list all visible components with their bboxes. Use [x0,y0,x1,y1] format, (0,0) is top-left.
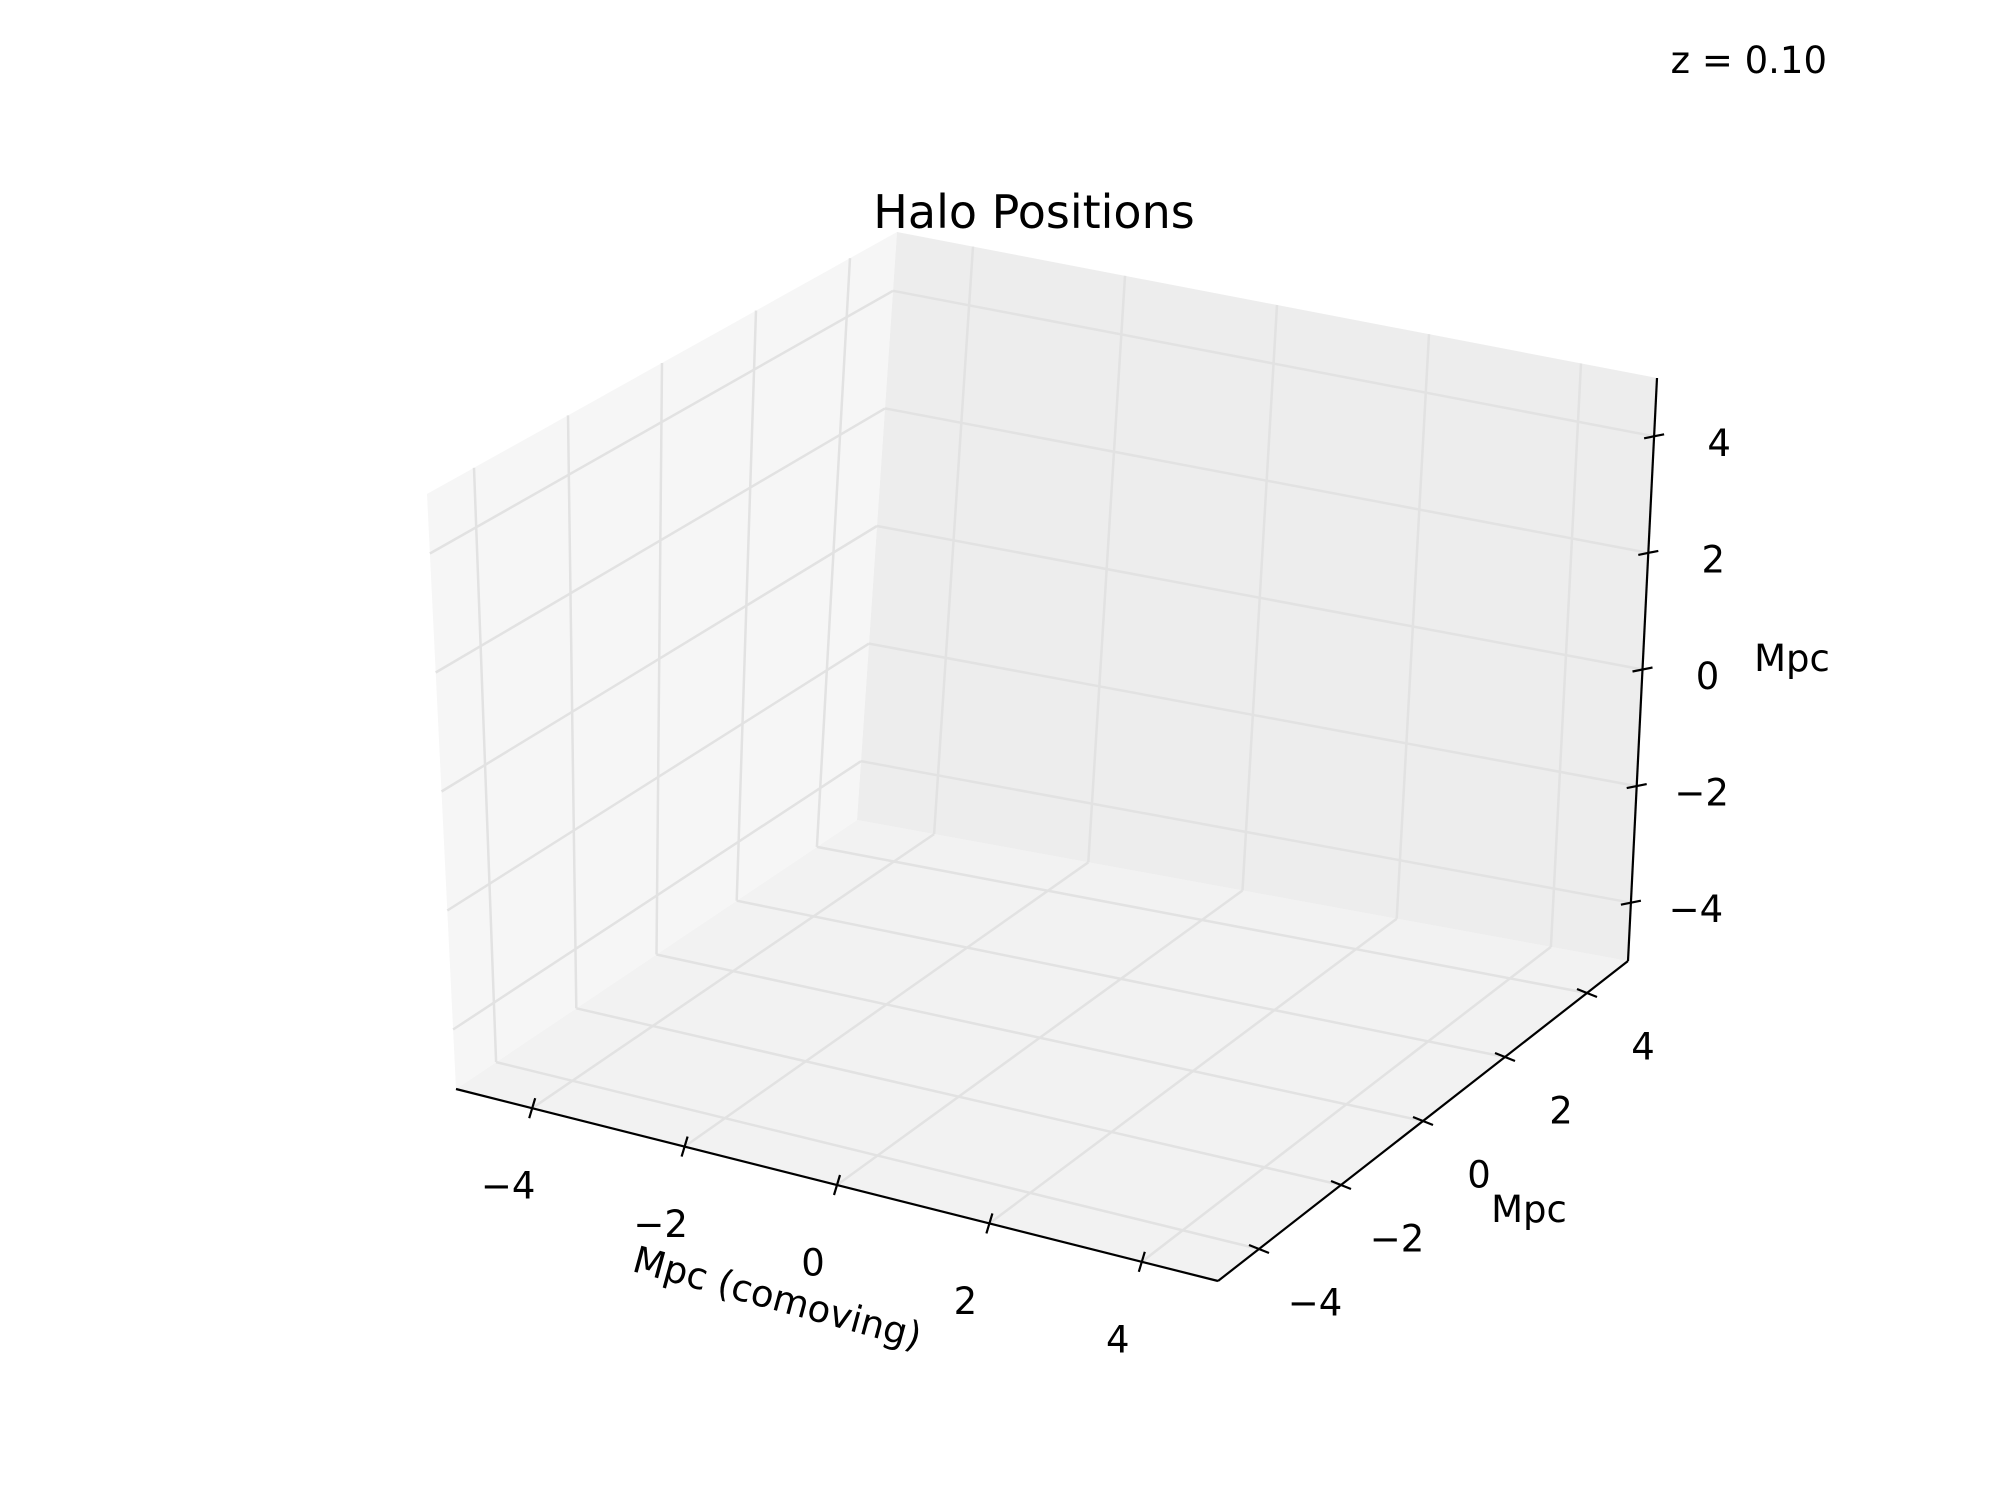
x-tick-mark [528,1097,537,1119]
z-tick-label: 4 [1707,422,1731,465]
grid-line-z-left [446,642,870,912]
z-axis-label: Mpc [1754,637,1830,680]
grid-line-y-floor [495,1060,1260,1251]
y-tick-mark [1494,1051,1516,1063]
grid-line-z-left [435,407,886,674]
chart-title: Halo Positions [873,185,1194,239]
grid-line-z-back [876,524,1643,671]
x-axis-label: Mpc (comoving) [628,1238,926,1358]
grid-lines [429,246,1655,1263]
y-tick-label: 0 [1467,1154,1491,1197]
y-tick-mark [1330,1179,1352,1191]
grid-line-y-floor [576,1007,1342,1187]
grid-line-z-left [429,289,894,555]
z-tick-label: −4 [1669,888,1724,931]
grid-line-z-back [884,407,1649,555]
grid-line-y-floor [656,953,1424,1123]
grid-line-y-floor [816,845,1588,995]
grid-line-y-floor [736,899,1506,1059]
axis-panes [427,232,1657,1281]
y-tick-label: −2 [1370,1218,1425,1261]
grid-line-z-left [452,760,862,1031]
grid-line-z-back [860,759,1632,904]
x-tick-mark [985,1213,994,1234]
x-tick-label: 0 [801,1242,825,1285]
x-tick-label: −4 [481,1165,536,1208]
y-tick-label: −4 [1288,1282,1343,1325]
z-tick-label: 2 [1702,538,1726,581]
redshift-annotation: z = 0.10 [1671,39,1827,82]
tick-labels: −4 −2 0 2 4 −4 −2 0 2 4 −4 −2 0 2 4 [481,422,1731,1362]
grid-line-z-back [892,289,1655,438]
tick-marks [528,433,1665,1273]
z-tick-label: 0 [1696,655,1720,698]
y-tick-label: 4 [1631,1026,1655,1069]
z-tick-label: −2 [1674,772,1729,815]
y-tick-mark [1412,1115,1434,1127]
x-tick-label: 2 [954,1280,978,1323]
x-tick-label: 4 [1106,1318,1130,1361]
y-tick-mark [1248,1243,1270,1255]
grid-line-z-back [868,642,1637,788]
x-tick-mark [832,1174,842,1196]
y-tick-mark [1576,987,1598,999]
z-tick-mark [1626,783,1647,790]
z-tick-mark [1643,433,1665,440]
y-axis-label: Mpc [1491,1188,1567,1231]
floor-pane [456,820,1628,1281]
x-tick-mark [1137,1251,1146,1273]
z-tick-mark [1632,666,1653,673]
z-tick-mark [1638,549,1659,556]
y-tick-label: 2 [1549,1090,1573,1133]
grid-line-z-left [440,524,878,793]
x-tick-label: −2 [633,1203,688,1246]
z-tick-mark [1620,899,1642,906]
left-pane [427,232,897,1089]
x-tick-mark [680,1136,689,1157]
